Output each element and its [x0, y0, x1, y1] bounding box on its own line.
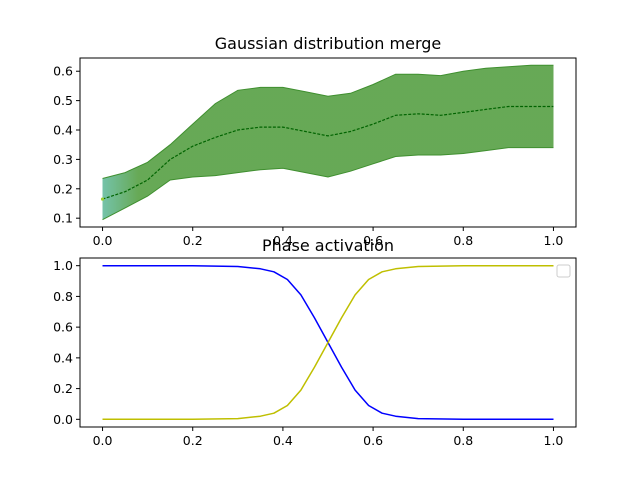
x-tick-label: 1.0: [544, 433, 564, 448]
y-tick-label: 1.0: [53, 258, 73, 273]
y-tick-label: 0.6: [53, 320, 73, 335]
x-tick-label: 1.0: [544, 233, 564, 248]
y-tick-label: 0.4: [53, 123, 73, 138]
plot-area: [102, 264, 554, 421]
series-line: [102, 264, 554, 421]
chart-title: Phase activation: [262, 236, 394, 255]
x-tick-label: 0.0: [93, 233, 113, 248]
x-tick-label: 0.6: [363, 233, 383, 248]
chart-phase-activation: 0.0 0.2 0.4 0.6 0.8 1.0 0.0 0.2 0.4 0.6 0.8 1.0 Pha…: [53, 236, 577, 448]
x-tick-label: 0.8: [453, 233, 473, 248]
x-tick-label: 0.2: [183, 433, 203, 448]
band-edge-line: [102, 64, 554, 179]
axes-frame: [79, 57, 577, 228]
x-tick-label: 0.2: [183, 233, 203, 248]
x-tick-label: 0.6: [363, 433, 383, 448]
y-tick-label: 0.3: [53, 152, 73, 167]
y-tick-label: 0.2: [53, 181, 73, 196]
x-tick-label: 0.4: [273, 233, 293, 248]
chart-gaussian-merge: Gaussian distribution merge 0.0 0.2 0.4 0.6…: [53, 34, 577, 248]
y-tick-label: 0.8: [53, 289, 73, 304]
y-tick-label: 0.4: [53, 350, 73, 365]
axes-frame: [79, 257, 577, 428]
y-tick-label: 0.1: [53, 211, 73, 226]
x-tick-label: 0.8: [453, 433, 473, 448]
y-tick-label: 0.5: [53, 93, 73, 108]
x-tick-label: 0.0: [93, 433, 113, 448]
plot-area: [100, 64, 554, 221]
mean-start-point: [100, 197, 105, 201]
chart-title: Gaussian distribution merge: [215, 34, 441, 53]
legend-box: [556, 264, 571, 278]
band-edge-line: [102, 147, 554, 221]
y-tick-label: 0.6: [53, 64, 73, 79]
mean-line: [102, 105, 554, 200]
x-tick-label: 0.4: [273, 433, 293, 448]
y-tick-label: 0.0: [53, 412, 73, 427]
ticks: 0.0 0.2 0.4 0.6 0.8 1.0 0.1 0.2 0.3 0.4 0.5 0.6: [53, 64, 563, 248]
ticks: 0.0 0.2 0.4 0.6 0.8 1.0 0.0 0.2 0.4 0.6 0.8 1.0: [53, 258, 563, 448]
y-tick-label: 0.2: [53, 381, 73, 396]
